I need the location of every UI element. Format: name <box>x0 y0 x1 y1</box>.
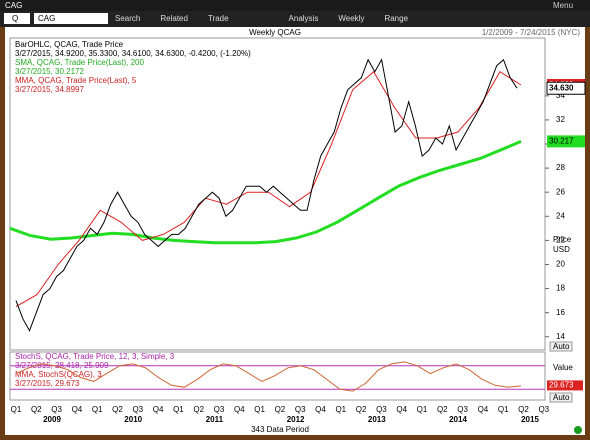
symbol-type[interactable] <box>4 13 30 24</box>
lower-axis-title: Value <box>553 363 573 372</box>
quarter-label: Q2 <box>437 405 448 414</box>
quarter-label: Q1 <box>498 405 509 414</box>
quarter-label: Q2 <box>31 405 42 414</box>
y-tick-label: 14 <box>556 332 565 341</box>
legend-line: 3/27/2015, 34.9200, 35.3300, 34.6100, 34… <box>15 49 251 58</box>
year-label: 2014 <box>449 415 467 424</box>
price-tag <box>547 135 585 148</box>
title-bar <box>0 0 590 11</box>
quarter-label: Q4 <box>234 405 245 414</box>
quarter-label: Q1 <box>173 405 184 414</box>
menu[interactable]: Menu <box>553 1 573 10</box>
symbol: CAG <box>38 14 55 23</box>
date-range: 1/2/2009 - 7/24/2015 (NYC) <box>482 28 581 37</box>
series-line <box>15 70 522 308</box>
legend-line: SMA, QCAG, Trade Price(Last), 200 <box>15 58 144 67</box>
quarter-label: Q4 <box>396 405 407 414</box>
y-tick-label: 18 <box>556 284 565 293</box>
toolbar-button[interactable]: Trade <box>208 14 229 23</box>
quarter-label: Q3 <box>132 405 143 414</box>
quarter-label: Q3 <box>295 405 306 414</box>
symbol-prefix: Q <box>12 14 18 23</box>
y-tick-label: 24 <box>556 211 565 220</box>
toolbar-button[interactable]: Analysis <box>289 14 319 23</box>
toolbar <box>0 11 590 27</box>
toolbar-button[interactable]: Range <box>384 14 408 23</box>
quarter-label: Q1 <box>417 405 428 414</box>
status-dot <box>574 426 582 434</box>
quarter-label: Q1 <box>254 405 265 414</box>
quarter-label: Q3 <box>538 405 549 414</box>
y-tick-label: 20 <box>556 260 565 269</box>
year-label: 2013 <box>368 415 386 424</box>
lower-auto-label: Auto <box>553 393 570 402</box>
chart-title: Weekly QCAG <box>249 28 301 37</box>
quarter-label: Q1 <box>335 405 346 414</box>
year-label: 2015 <box>521 415 539 424</box>
auto-button[interactable] <box>549 341 573 352</box>
lower-auto-button[interactable] <box>549 392 573 403</box>
legend-line: 3/27/2015, 34.8997 <box>15 85 85 94</box>
axis-title: Price <box>553 235 572 244</box>
y-tick-label: 22 <box>556 235 565 244</box>
price-tag <box>546 81 586 95</box>
y-tick-label: 34 <box>556 91 565 100</box>
y-tick-label: 26 <box>556 187 565 196</box>
stoch-line <box>15 361 522 392</box>
legend-line: BarOHLC, QCAG, Trade Price <box>15 40 124 49</box>
quarter-label: Q2 <box>112 405 123 414</box>
axis-unit: USD <box>553 245 570 254</box>
value-tag <box>547 380 583 391</box>
quarter-label: Q2 <box>356 405 367 414</box>
quarter-label: Q1 <box>92 405 103 414</box>
quarter-label: Q3 <box>376 405 387 414</box>
lower-panel <box>9 351 546 401</box>
quarter-label: Q4 <box>153 405 164 414</box>
legend-line: 3/27/2015, 30.2172 <box>15 67 85 76</box>
quarter-label: Q2 <box>518 405 529 414</box>
legend-line: MMA, QCAG, Trade Price(Last), 5 <box>15 76 137 85</box>
quarter-label: Q4 <box>315 405 326 414</box>
lower-legend-line: MMA, StochS(QCAG), 3 <box>15 370 102 379</box>
footer: 343 Data Period <box>251 425 309 434</box>
year-label: 2010 <box>124 415 142 424</box>
y-tick-label: 28 <box>556 163 565 172</box>
y-tick-label: 32 <box>556 115 565 124</box>
price-panel <box>9 37 546 351</box>
window-title: CAG <box>5 1 22 10</box>
auto-label: Auto <box>553 342 570 351</box>
price-tag-label: 30.217 <box>549 137 574 146</box>
year-label: 2011 <box>206 415 224 424</box>
quarter-label: Q2 <box>275 405 286 414</box>
y-tick-label: 16 <box>556 308 565 317</box>
series-line <box>9 140 522 245</box>
toolbar-button[interactable]: Related <box>160 14 188 23</box>
year-label: 2009 <box>43 415 61 424</box>
lower-legend-line: 3/27/2015, 29.673 <box>15 379 80 388</box>
quarter-label: Q2 <box>193 405 204 414</box>
lower-legend-line: 3/27/2015, 28.418, 25.909 <box>15 361 109 370</box>
toolbar-button[interactable]: Weekly <box>338 14 364 23</box>
quarter-label: Q3 <box>51 405 62 414</box>
quarter-label: Q3 <box>214 405 225 414</box>
lower-legend-line: StochS, QCAG, Trade Price, 12, 3, Simple… <box>15 352 175 361</box>
quarter-label: Q4 <box>478 405 489 414</box>
series-line <box>15 58 518 332</box>
year-label: 2012 <box>287 415 305 424</box>
quarter-label: Q3 <box>457 405 468 414</box>
price-tag-label: 34.630 <box>549 83 574 92</box>
quarter-label: Q1 <box>11 405 22 414</box>
quarter-label: Q4 <box>72 405 83 414</box>
value-tag-label: 29.673 <box>549 381 574 390</box>
toolbar-button[interactable]: Search <box>115 14 140 23</box>
symbol-box[interactable] <box>34 13 108 24</box>
